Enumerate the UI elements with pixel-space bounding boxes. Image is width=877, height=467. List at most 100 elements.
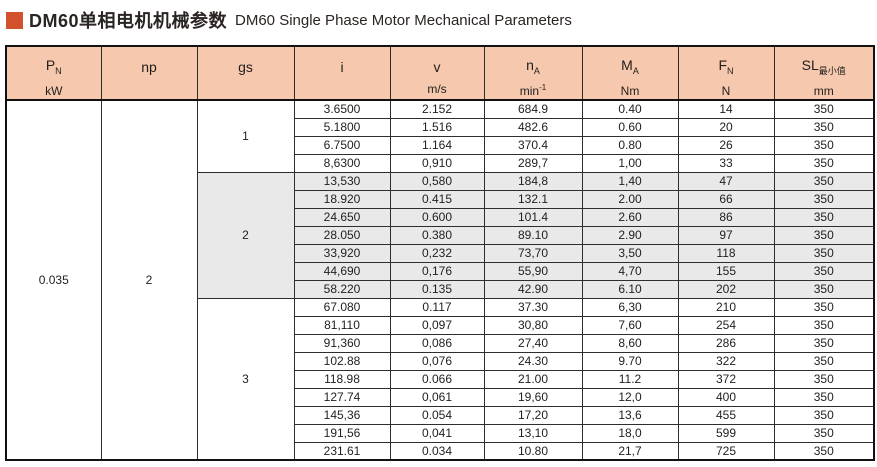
cell-i: 91,360 (293, 333, 391, 353)
col-header-gs: gs (196, 45, 295, 101)
cell-fn: 455 (677, 405, 775, 425)
cell-fn: 210 (677, 297, 775, 317)
cell-na: 89.10 (483, 225, 583, 245)
table-row: 18.920 0.415 132.1 2.00 66 350 (6, 189, 875, 209)
np-cell: 2 (100, 99, 198, 461)
cell-ma: 1,40 (581, 171, 679, 191)
col-header-sl: SL最小值 mm (773, 45, 875, 101)
cell-fn: 400 (677, 387, 775, 407)
cell-na: 184,8 (483, 171, 583, 191)
cell-ma: 2.60 (581, 207, 679, 227)
table-row: 44,690 0,176 55,90 4,70 155 350 (6, 261, 875, 281)
col-header-pn: PN kW (5, 45, 102, 101)
cell-i: 6.7500 (293, 135, 391, 155)
cell-v: 0.054 (389, 405, 485, 425)
cell-na: 42.90 (483, 279, 583, 299)
cell-v: 0.135 (389, 279, 485, 299)
cell-fn: 66 (677, 189, 775, 209)
cell-ma: 13,6 (581, 405, 679, 425)
cell-fn: 20 (677, 117, 775, 137)
table-row: 58.220 0.135 42.90 6.10 202 350 (6, 279, 875, 299)
cell-fn: 118 (677, 243, 775, 263)
cell-i: 67.080 (293, 297, 391, 317)
cell-fn: 372 (677, 369, 775, 389)
table-row: 33,920 0,232 73,70 3,50 118 350 (6, 243, 875, 263)
cell-ma: 11.2 (581, 369, 679, 389)
title-bullet-icon (6, 11, 23, 29)
cell-v: 0,097 (389, 315, 485, 335)
cell-na: 289,7 (483, 153, 583, 173)
cell-sl: 350 (773, 171, 875, 191)
gs-cell: 3 (196, 297, 295, 461)
table-row: 24.650 0.600 101.4 2.60 86 350 (6, 207, 875, 227)
cell-i: 191,56 (293, 423, 391, 443)
cell-fn: 86 (677, 207, 775, 227)
cell-v: 0.034 (389, 441, 485, 461)
cell-fn: 286 (677, 333, 775, 353)
cell-na: 24.30 (483, 351, 583, 371)
col-header-np: np (100, 45, 198, 101)
header-row: PN kW np gs i v m/s nA min-1 MA Nm FN N SL最小值 mm (5, 45, 875, 101)
cell-i: 118.98 (293, 369, 391, 389)
cell-sl: 350 (773, 315, 875, 335)
cell-sl: 350 (773, 135, 875, 155)
cell-ma: 18,0 (581, 423, 679, 443)
cell-sl: 350 (773, 189, 875, 209)
cell-sl: 350 (773, 333, 875, 353)
cell-v: 0,910 (389, 153, 485, 173)
cell-i: 44,690 (293, 261, 391, 281)
table-body: 0.035 2 1 3.6500 2.152 684.9 0.40 14 350 5.1800 1.… (5, 99, 875, 461)
col-header-fn: FN N (677, 45, 775, 101)
cell-sl: 350 (773, 441, 875, 461)
cell-sl: 350 (773, 351, 875, 371)
table-row: 81,110 0,097 30,80 7,60 254 350 (6, 315, 875, 335)
table-row: 5.1800 1.516 482.6 0.60 20 350 (6, 117, 875, 137)
col-header-i: i (293, 45, 391, 101)
motor-parameters-table: PN kW np gs i v m/s nA min-1 MA Nm FN N SL最小值 mm 0.… (5, 45, 875, 461)
gs-cell: 2 (196, 171, 295, 299)
cell-ma: 2.00 (581, 189, 679, 209)
cell-na: 132.1 (483, 189, 583, 209)
cell-na: 482.6 (483, 117, 583, 137)
cell-i: 13,530 (293, 171, 391, 191)
gs-cell: 1 (196, 99, 295, 173)
cell-v: 0.066 (389, 369, 485, 389)
cell-sl: 350 (773, 99, 875, 119)
col-header-v: v m/s (389, 45, 485, 101)
section-title-zh: DM60单相电机机械参数 (29, 11, 228, 31)
cell-i: 5.1800 (293, 117, 391, 137)
cell-ma: 12,0 (581, 387, 679, 407)
cell-v: 0,061 (389, 387, 485, 407)
cell-i: 127.74 (293, 387, 391, 407)
cell-sl: 350 (773, 153, 875, 173)
table-row: 231.61 0.034 10.80 21,7 725 350 (6, 441, 875, 461)
cell-na: 37.30 (483, 297, 583, 317)
cell-ma: 0.40 (581, 99, 679, 119)
cell-v: 0,176 (389, 261, 485, 281)
cell-na: 27,40 (483, 333, 583, 353)
cell-na: 13,10 (483, 423, 583, 443)
cell-sl: 350 (773, 117, 875, 137)
cell-v: 0,086 (389, 333, 485, 353)
cell-v: 0.415 (389, 189, 485, 209)
cell-i: 28.050 (293, 225, 391, 245)
cell-na: 101.4 (483, 207, 583, 227)
cell-na: 19,60 (483, 387, 583, 407)
cell-sl: 350 (773, 243, 875, 263)
cell-sl: 350 (773, 387, 875, 407)
cell-i: 81,110 (293, 315, 391, 335)
cell-fn: 97 (677, 225, 775, 245)
cell-sl: 350 (773, 279, 875, 299)
cell-sl: 350 (773, 297, 875, 317)
cell-ma: 6.10 (581, 279, 679, 299)
pn-cell: 0.035 (5, 99, 102, 461)
cell-ma: 0.80 (581, 135, 679, 155)
cell-fn: 47 (677, 171, 775, 191)
cell-i: 3.6500 (293, 99, 391, 119)
col-header-ma: MA Nm (581, 45, 679, 101)
cell-fn: 254 (677, 315, 775, 335)
cell-i: 145,36 (293, 405, 391, 425)
cell-fn: 322 (677, 351, 775, 371)
cell-ma: 9.70 (581, 351, 679, 371)
